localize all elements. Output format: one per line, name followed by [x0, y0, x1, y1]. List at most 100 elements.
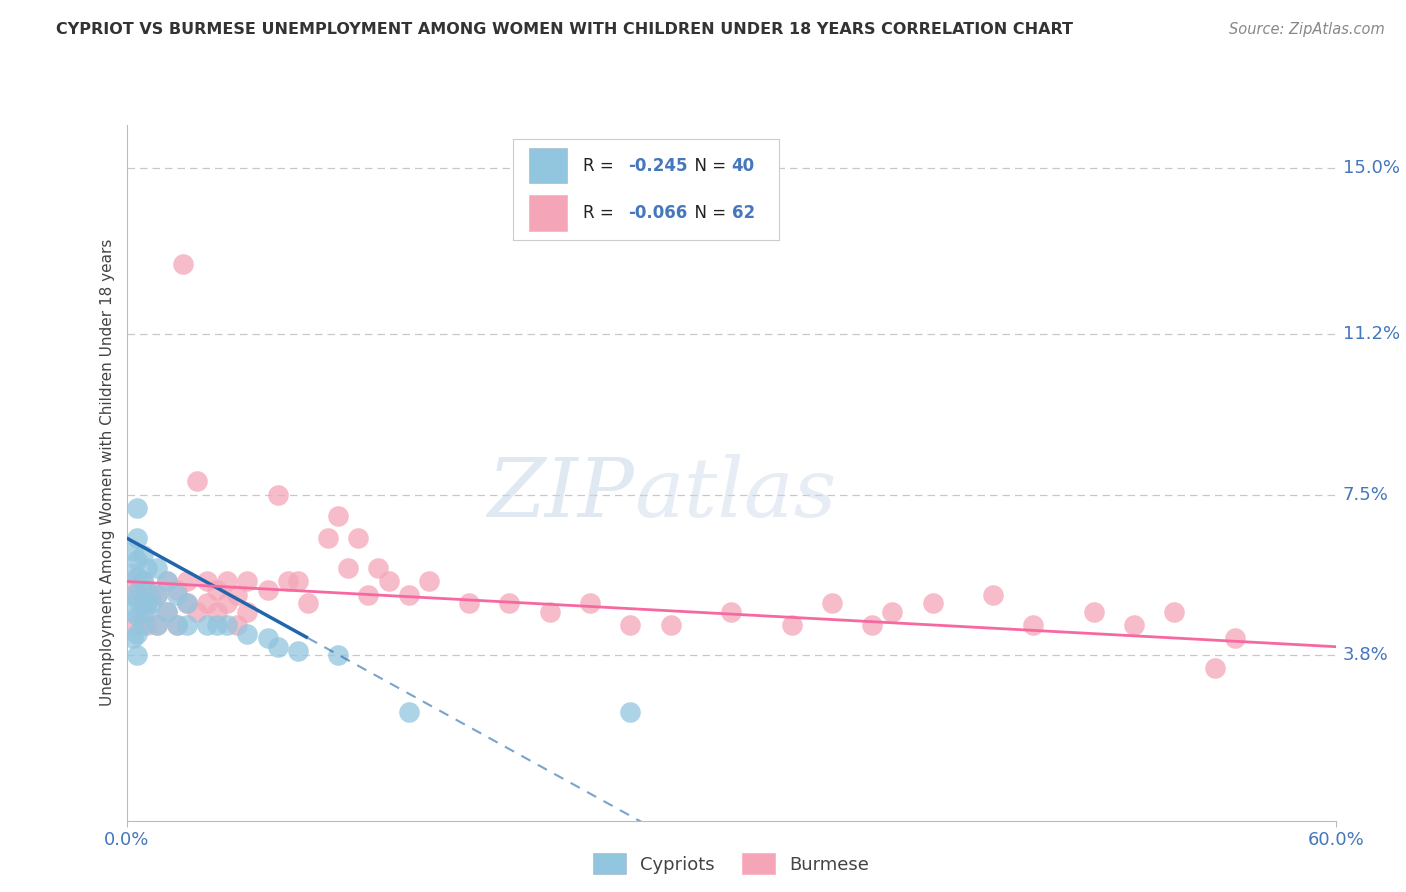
Point — [267, 640, 290, 654]
Text: 11.2%: 11.2% — [1343, 325, 1400, 343]
Point — [205, 583, 228, 598]
Point — [135, 618, 157, 632]
Point — [166, 587, 188, 601]
Point — [131, 549, 153, 563]
Point — [146, 587, 169, 601]
Point — [195, 574, 218, 589]
Y-axis label: Unemployment Among Women with Children Under 18 years: Unemployment Among Women with Children U… — [100, 239, 115, 706]
Point — [287, 644, 309, 658]
Point — [217, 574, 239, 589]
Point — [121, 605, 143, 619]
Point — [176, 596, 198, 610]
Point — [121, 574, 143, 589]
Point — [236, 605, 259, 619]
Text: Source: ZipAtlas.com: Source: ZipAtlas.com — [1229, 22, 1385, 37]
Point — [166, 618, 188, 632]
Point — [146, 587, 169, 601]
Point — [720, 605, 742, 619]
Point — [347, 531, 370, 545]
Point — [256, 583, 278, 598]
Text: 3.8%: 3.8% — [1343, 647, 1389, 665]
Point — [205, 605, 228, 619]
Text: CYPRIOT VS BURMESE UNEMPLOYMENT AMONG WOMEN WITH CHILDREN UNDER 18 YEARS CORRELA: CYPRIOT VS BURMESE UNEMPLOYMENT AMONG WO… — [56, 22, 1073, 37]
Point — [287, 574, 309, 589]
Point — [1083, 605, 1105, 619]
Point — [921, 596, 943, 610]
Point — [125, 618, 148, 632]
Point — [176, 574, 198, 589]
Point — [156, 605, 179, 619]
Point — [125, 500, 148, 515]
Point — [1022, 618, 1045, 632]
Point — [131, 596, 153, 610]
Point — [125, 626, 148, 640]
Text: atlas: atlas — [634, 454, 837, 533]
Point — [1204, 661, 1226, 675]
Point — [236, 626, 259, 640]
Point — [659, 618, 682, 632]
Point — [135, 605, 157, 619]
Point — [780, 618, 803, 632]
Point — [121, 566, 143, 580]
Point — [146, 561, 169, 575]
Point — [125, 609, 148, 624]
Point — [226, 618, 249, 632]
Text: ZIP: ZIP — [488, 454, 634, 533]
Point — [156, 574, 179, 589]
Point — [498, 596, 520, 610]
Point — [1223, 631, 1246, 645]
Point — [882, 605, 904, 619]
Point — [195, 618, 218, 632]
Point — [398, 587, 420, 601]
Point — [121, 544, 143, 558]
Point — [357, 587, 380, 601]
Text: 7.5%: 7.5% — [1343, 485, 1389, 503]
Point — [981, 587, 1004, 601]
Point — [236, 574, 259, 589]
Point — [337, 561, 360, 575]
Point — [125, 591, 148, 606]
Point — [1163, 605, 1185, 619]
Point — [131, 605, 153, 619]
Point — [135, 561, 157, 575]
Point — [186, 605, 208, 619]
Point — [146, 618, 169, 632]
Point — [156, 605, 179, 619]
Point — [125, 570, 148, 584]
Point — [821, 596, 844, 610]
Point — [217, 618, 239, 632]
Point — [131, 618, 153, 632]
Point — [135, 583, 157, 598]
Point — [277, 574, 299, 589]
Point — [267, 487, 290, 501]
Point — [377, 574, 399, 589]
Point — [125, 587, 148, 601]
Point — [458, 596, 481, 610]
Point — [418, 574, 440, 589]
Point — [538, 605, 561, 619]
Point — [326, 509, 350, 524]
Point — [326, 648, 350, 663]
Point — [226, 587, 249, 601]
Point — [172, 257, 194, 271]
Text: 15.0%: 15.0% — [1343, 160, 1400, 178]
Point — [121, 631, 143, 645]
Point — [176, 618, 198, 632]
Point — [195, 596, 218, 610]
Point — [316, 531, 339, 545]
Point — [139, 596, 162, 610]
Point — [619, 618, 641, 632]
Point — [125, 531, 148, 545]
Point — [205, 618, 228, 632]
Point — [166, 583, 188, 598]
Point — [135, 596, 157, 610]
Point — [367, 561, 389, 575]
Point — [217, 596, 239, 610]
Point — [166, 618, 188, 632]
Point — [297, 596, 319, 610]
Point — [125, 552, 148, 567]
Point — [131, 574, 153, 589]
Point — [860, 618, 883, 632]
Point — [186, 475, 208, 489]
Point — [125, 648, 148, 663]
